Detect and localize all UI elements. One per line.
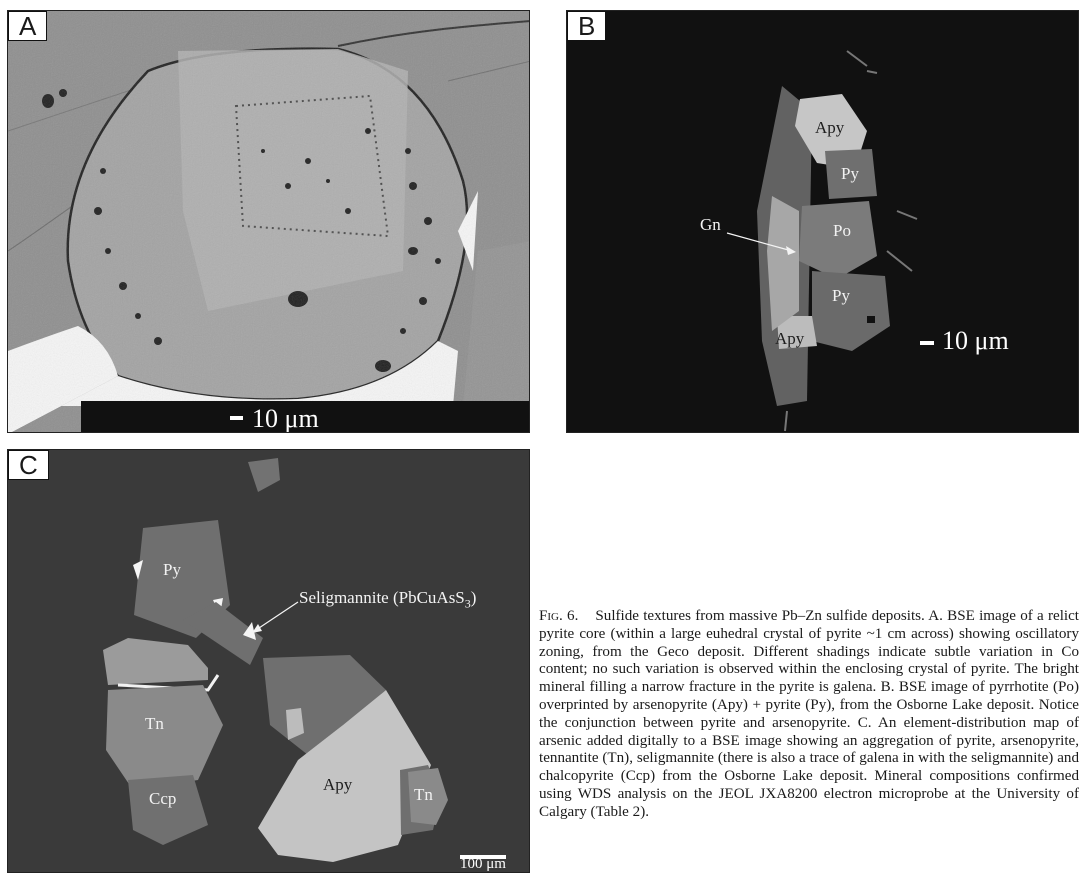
callout-gn: Gn	[700, 215, 721, 234]
figure-caption: Fig. 6. Sulfide textures from massive Pb…	[539, 608, 1079, 873]
tennantite-grain-right	[408, 768, 448, 825]
panel-c-scale-label: 100 μm	[460, 856, 506, 872]
mineral-label-apy: Apy	[775, 329, 805, 348]
panel-a-scale-label: 10 μm	[252, 404, 319, 433]
panel-b-bse-image	[757, 50, 918, 432]
pyrite-grain-1	[825, 149, 877, 199]
tennantite-grain	[106, 685, 223, 790]
mineral-label-py: Py	[832, 286, 850, 305]
mineral-label-py: Py	[841, 164, 859, 183]
chalcopyrite-grain	[128, 775, 208, 845]
panel-c-label: C	[8, 450, 49, 480]
callout-seligmannite-arrow	[252, 601, 299, 633]
arsenopyrite-grain	[258, 690, 431, 862]
mineral-label-tn: Tn	[414, 785, 433, 804]
panel-a-label: A	[8, 11, 48, 41]
panel-b-scale-label: 10 μm	[942, 326, 1009, 355]
callout-seligmannite-text: Seligmannite (PbCuAsS	[299, 588, 465, 607]
pyrrhotite-grain	[799, 201, 877, 279]
panel-a-scalebar	[230, 416, 243, 420]
figure-caption-text: Sulfide textures from massive Pb–Zn sulf…	[539, 608, 1079, 820]
panel-c-bse-image	[103, 458, 448, 862]
panel-a-bse-image	[8, 11, 529, 432]
figure-number: Fig. 6.	[539, 608, 579, 624]
pyrite-grain-2	[812, 271, 890, 351]
panel-b-label: B	[567, 11, 607, 41]
panel-a-scale-strip	[81, 401, 529, 432]
callout-seligmannite: Seligmannite (PbCuAsS3)	[299, 588, 476, 611]
panel-b: B Apy Py Po Py Apy Gn 10 μm	[566, 10, 1079, 433]
panel-c-scalebar	[460, 855, 506, 859]
callout-seligmannite-end: )	[470, 588, 477, 607]
panel-c: C Py Tn Ccp Apy Tn Seligmannite (PbCuAsS…	[7, 449, 530, 873]
panel-a: A 10 μm	[7, 10, 530, 433]
mineral-label-apy: Apy	[323, 775, 353, 794]
panel-b-scalebar	[920, 341, 934, 345]
arsenopyrite-grain-2	[777, 316, 817, 349]
callout-seligmannite-subscript: 3	[464, 596, 471, 611]
mineral-label-apy: Apy	[815, 118, 845, 137]
mineral-label-tn: Tn	[145, 714, 164, 733]
callout-gn-arrow	[726, 232, 796, 255]
mineral-label-py: Py	[163, 560, 181, 579]
mineral-label-po: Po	[833, 221, 851, 240]
mineral-label-ccp: Ccp	[149, 789, 177, 808]
